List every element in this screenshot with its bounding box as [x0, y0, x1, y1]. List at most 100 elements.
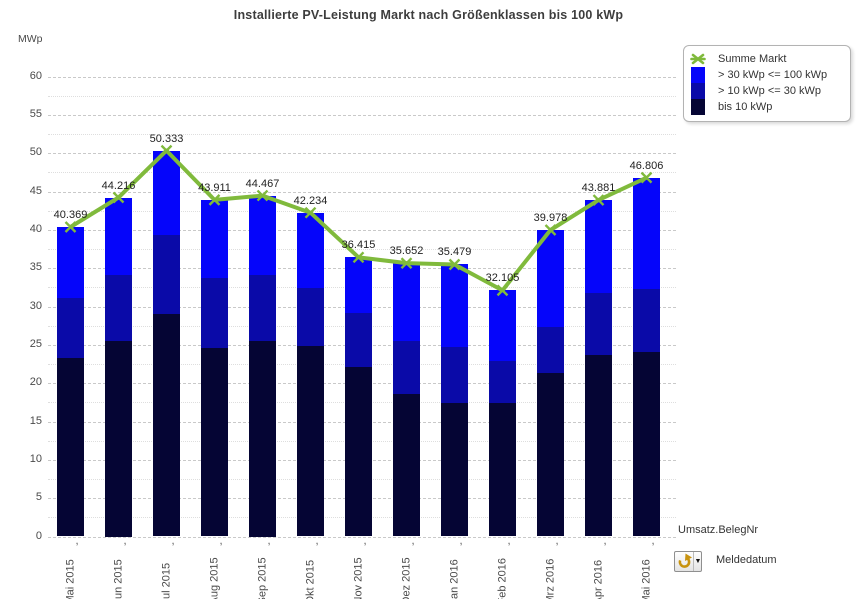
bar-segment	[105, 275, 132, 341]
meldedatum-dropdown-button[interactable]: ▼	[674, 551, 702, 572]
line-point-marker	[64, 221, 77, 233]
legend-item-10-30: > 10 kWp <= 30 kWp	[690, 83, 844, 99]
bar-segment	[633, 351, 660, 537]
y-tick-label: 50	[29, 146, 42, 159]
legend-label: > 10 kWp <= 30 kWp	[718, 85, 822, 97]
major-gridline	[48, 153, 676, 155]
line-point-marker	[352, 251, 365, 264]
category-tick-mark: ,	[507, 535, 511, 547]
y-tick-label: 35	[29, 261, 42, 274]
y-tick-label: 25	[29, 337, 42, 350]
legend-label: bis 10 kWp	[718, 101, 773, 113]
bar-segment	[633, 288, 660, 352]
bar-segment	[345, 367, 372, 537]
bar-total-label: 35.652	[389, 245, 424, 258]
bar-total-label: 44.216	[101, 179, 136, 192]
minor-gridline	[48, 95, 676, 97]
category-tick-mark: ,	[459, 535, 463, 547]
x-tick-label: Mai 2016	[640, 559, 652, 599]
bar-total-label: 43.911	[198, 181, 231, 194]
bar-total-label: 36.415	[341, 239, 376, 252]
bar-segment	[105, 341, 132, 537]
category-tick-mark: ,	[411, 535, 415, 547]
bar-segment	[489, 403, 516, 537]
bar-segment	[249, 195, 276, 276]
line-point-marker	[160, 144, 173, 157]
bar-total-label: 44.467	[245, 177, 280, 190]
major-gridline	[48, 191, 676, 193]
x-tick-label: Feb 2016	[496, 558, 508, 599]
legend-label: > 30 kWp <= 100 kWp	[718, 69, 828, 81]
bar-segment	[633, 177, 660, 289]
major-gridline	[48, 229, 676, 231]
bar-segment	[393, 263, 420, 341]
bar-total-label: 32.105	[485, 272, 520, 285]
x-tick-label: Mrz 2016	[544, 558, 556, 599]
bar-segment	[345, 312, 372, 368]
y-tick-label: 45	[29, 184, 42, 197]
category-tick-mark: ,	[315, 535, 319, 547]
bar-segment	[201, 278, 228, 348]
x-tick-label: Nov 2015	[352, 557, 364, 599]
y-tick-label: 60	[29, 69, 42, 82]
bar-segment	[297, 288, 324, 346]
legend-item-30-100: > 30 kWp <= 100 kWp	[690, 67, 844, 83]
major-gridline	[48, 114, 676, 116]
y-tick-label: 30	[29, 299, 42, 312]
bar-segment	[489, 290, 516, 361]
line-point-marker	[208, 194, 221, 206]
category-tick-mark: ,	[219, 535, 223, 547]
bar-segment	[57, 227, 84, 299]
line-point-marker	[496, 284, 509, 297]
bar-segment	[249, 341, 276, 537]
y-tick-label: 40	[29, 222, 42, 235]
y-tick-label: 55	[29, 107, 42, 120]
bar-segment	[393, 341, 420, 394]
legend-item-summe-markt: Summe Markt	[690, 51, 844, 67]
minor-gridline	[48, 210, 676, 212]
minor-gridline	[48, 172, 676, 174]
summe-markt-line	[64, 144, 653, 297]
bar-segment	[201, 199, 228, 279]
dropdown-selected-label: Meldedatum	[716, 554, 777, 566]
category-tick-mark: ,	[651, 535, 655, 547]
chevron-down-icon: ▼	[693, 552, 702, 571]
category-tick-mark: ,	[555, 535, 559, 547]
line-star-marker-icon	[690, 53, 706, 65]
line-point-marker	[256, 189, 269, 202]
bar-total-label: 43.881	[581, 182, 616, 195]
bar-total-label: 40.369	[53, 209, 88, 221]
x-tick-label: Jul 2015	[160, 562, 172, 599]
x-tick-label: Aug 2015	[208, 557, 220, 599]
bar-segment	[249, 275, 276, 341]
bar-segment	[57, 298, 84, 358]
y-tick-label: 15	[29, 414, 42, 427]
bar-segment	[297, 212, 324, 289]
y-tick-label: 5	[35, 491, 42, 504]
y-tick-label: 0	[35, 529, 42, 542]
y-tick-label: 10	[29, 452, 42, 465]
minor-gridline	[48, 249, 676, 250]
bar-segment	[153, 314, 180, 537]
arrowhead	[685, 553, 692, 561]
bar-segment	[57, 357, 84, 537]
bar-segment	[441, 347, 468, 404]
bar-segment	[537, 327, 564, 374]
bar-segment	[585, 200, 612, 293]
x-tick-label: Okt 2015	[304, 559, 316, 599]
x-tick-label: Apr 2016	[592, 559, 604, 599]
bar-total-label: 42.234	[293, 194, 328, 207]
bar-total-label: 39.978	[533, 212, 568, 224]
major-gridline	[48, 76, 676, 78]
bar-segment	[489, 360, 516, 404]
line-point-marker	[400, 257, 413, 270]
x-tick-label: Jun 2015	[112, 559, 124, 599]
bar-total-label: 46.806	[629, 159, 664, 172]
bar-segment	[201, 347, 228, 537]
bar-segment	[153, 235, 180, 315]
bar-total-label: 50.333	[149, 132, 184, 145]
line-point-marker	[640, 171, 653, 184]
legend-item-bis-10: bis 10 kWp	[690, 99, 844, 115]
category-tick-mark: ,	[603, 535, 607, 547]
